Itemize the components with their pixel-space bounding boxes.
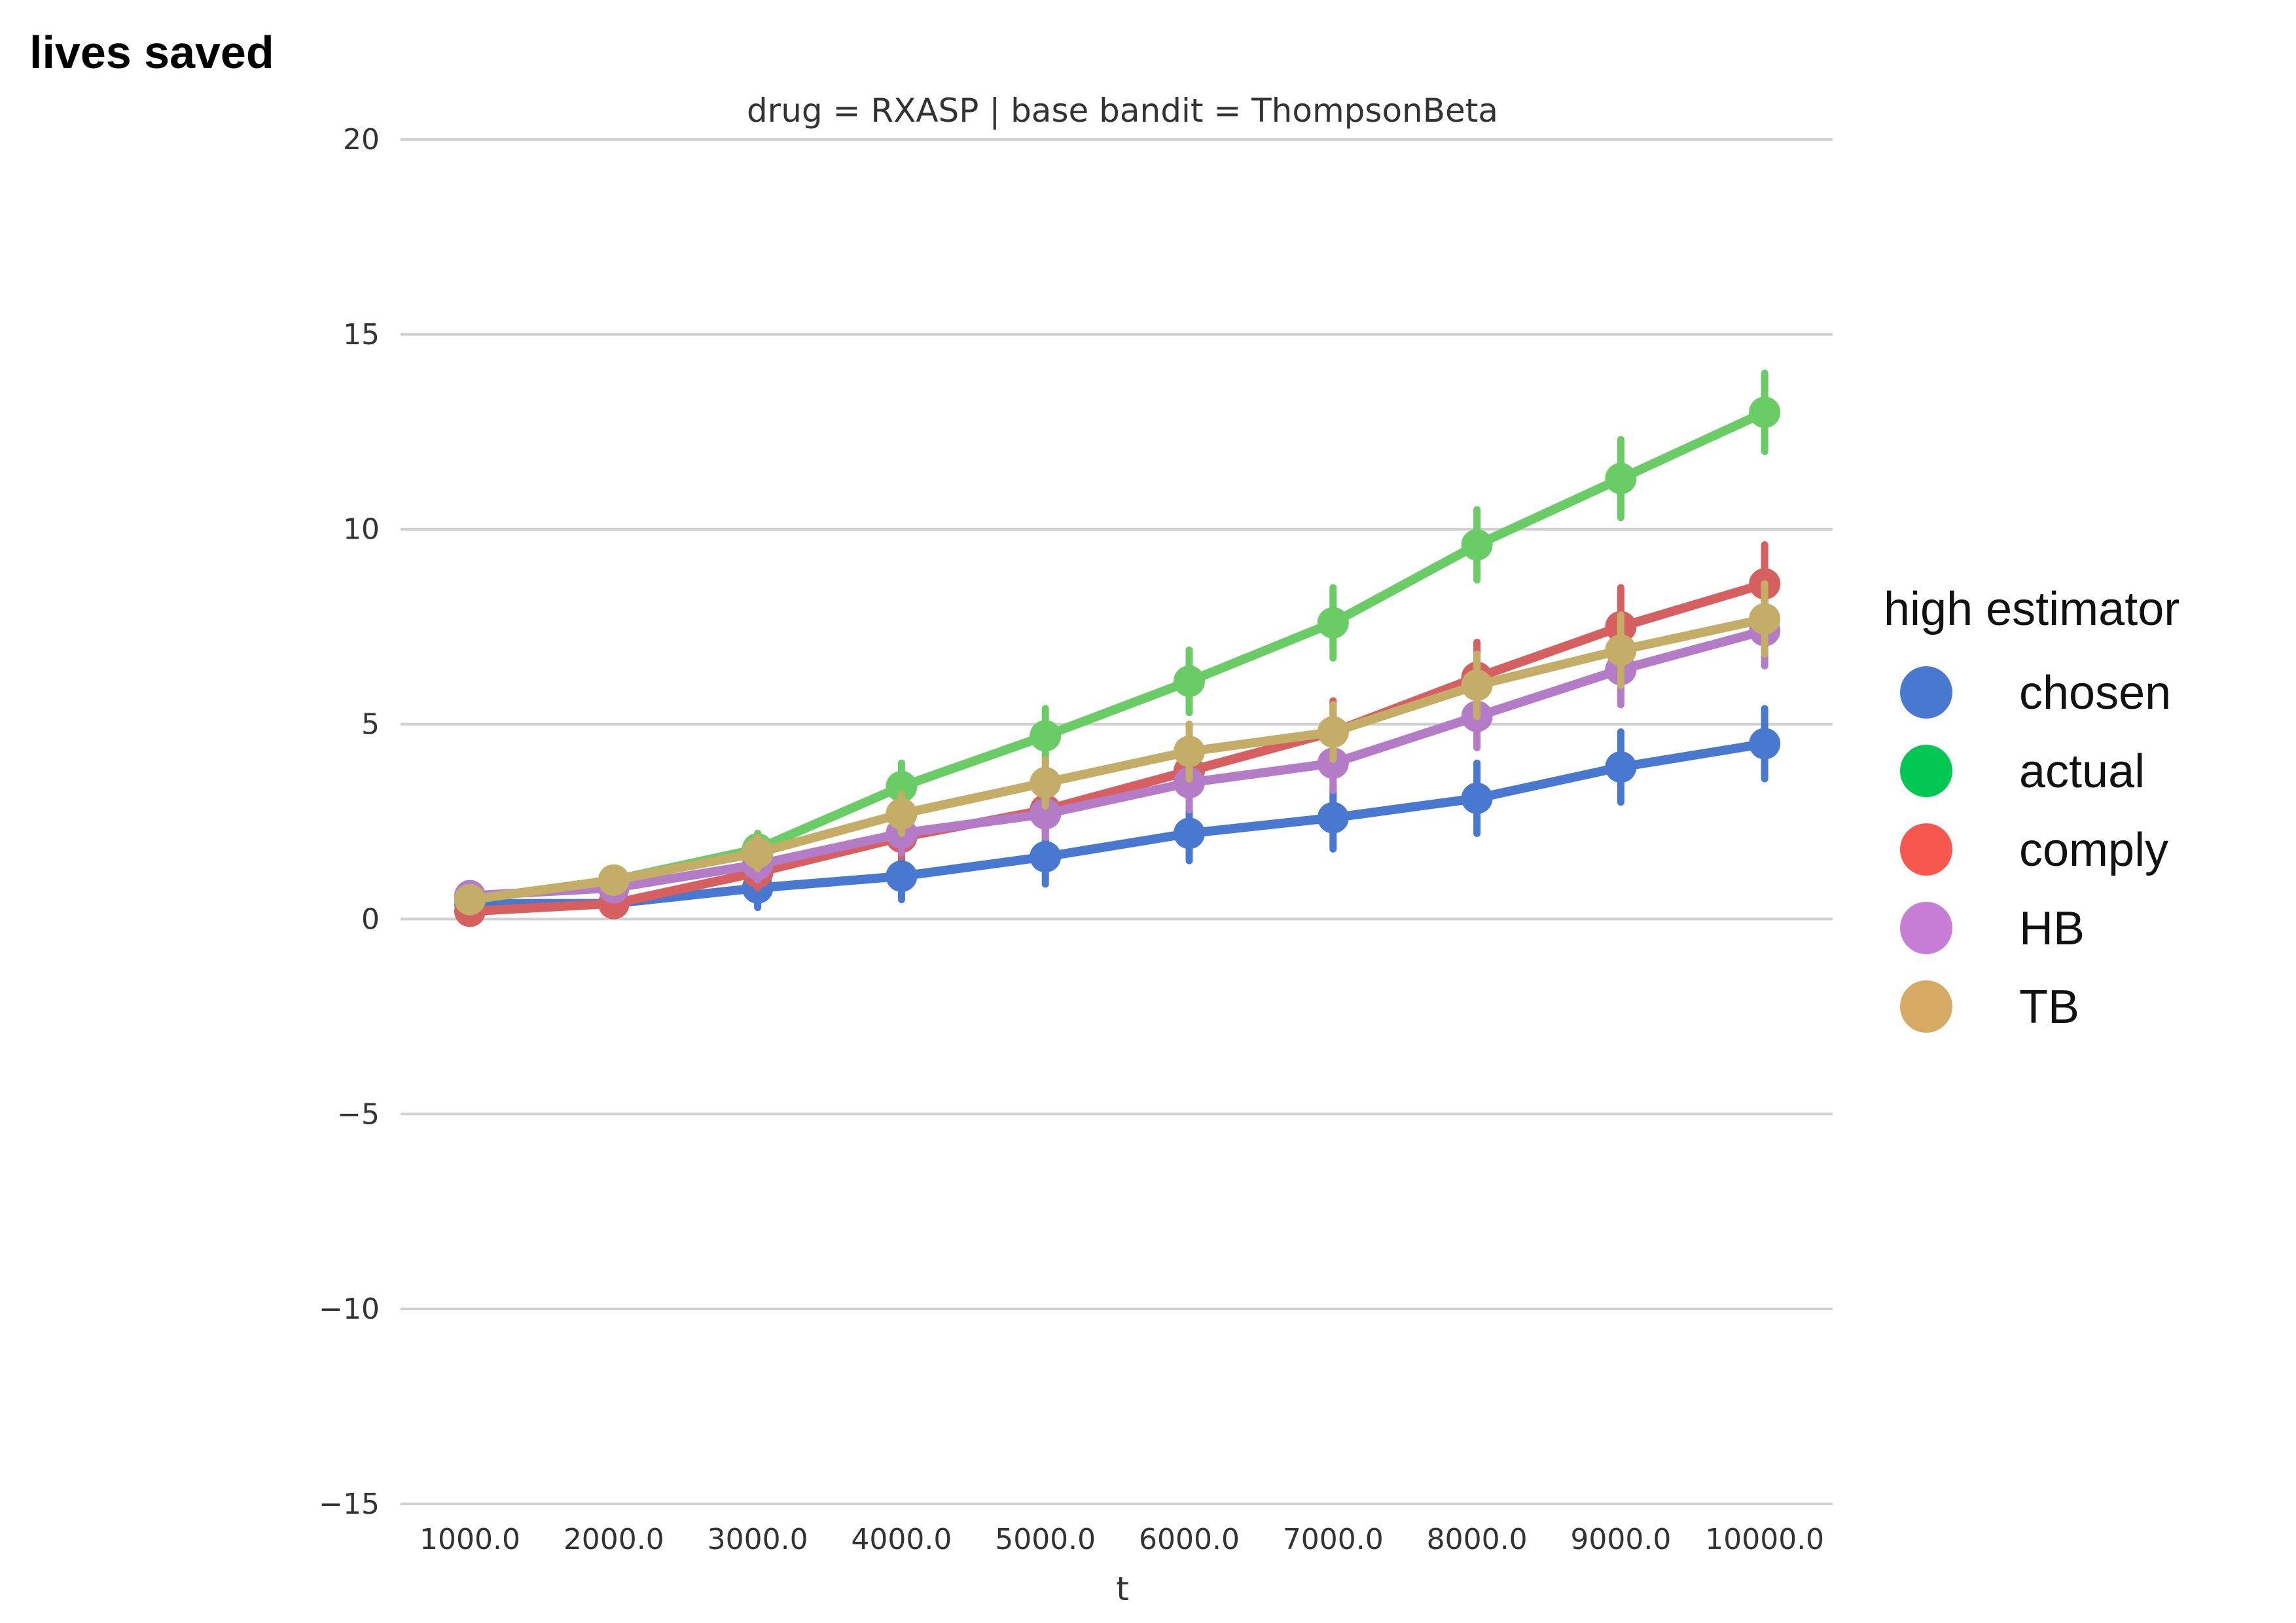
legend-marker — [1900, 823, 1952, 876]
data-point — [1030, 766, 1062, 798]
data-point — [886, 798, 918, 830]
x-tick-label: 1000.0 — [420, 1523, 520, 1556]
legend-items: chosen actual comply HB TB — [1900, 666, 2171, 1033]
y-axis-title: lives saved — [29, 27, 274, 78]
legend-label: comply — [2019, 824, 2168, 876]
x-tick-label: 2000.0 — [564, 1523, 664, 1556]
legend-marker — [1900, 902, 1952, 954]
x-axis-title: t — [1116, 1570, 1129, 1608]
legend-marker — [1900, 745, 1952, 797]
legend-label: actual — [2019, 745, 2145, 798]
data-point — [1317, 802, 1349, 834]
data-point — [1317, 716, 1349, 748]
x-tick-label: 9000.0 — [1570, 1523, 1671, 1556]
legend-item-comply: comply — [1900, 823, 2168, 876]
x-tick-label: 6000.0 — [1139, 1523, 1240, 1556]
gridlines — [401, 138, 1833, 1505]
data-point — [1174, 766, 1205, 798]
data-point — [886, 770, 918, 802]
data-point — [886, 860, 918, 892]
legend-label: TB — [2019, 981, 2079, 1033]
y-tick-label: −10 — [319, 1293, 380, 1326]
data-point — [1605, 634, 1637, 666]
y-tick-label: 0 — [361, 902, 380, 936]
series-line-HB — [465, 626, 1770, 901]
data-point — [1174, 736, 1205, 768]
data-point — [742, 837, 774, 869]
x-tick-label: 10000.0 — [1705, 1523, 1824, 1556]
legend-item-actual: actual — [1900, 745, 2145, 798]
data-point — [1461, 669, 1493, 701]
series-line-actual — [465, 408, 1770, 904]
data-point — [1317, 607, 1349, 639]
data-point — [1749, 728, 1781, 760]
series-line-TB — [465, 614, 1770, 904]
data-point — [1174, 817, 1205, 849]
legend-label: HB — [2019, 902, 2085, 955]
data-point — [1461, 782, 1493, 814]
x-tick-label: 3000.0 — [708, 1523, 808, 1556]
y-tick-label: 15 — [343, 318, 380, 351]
data-point — [1030, 720, 1062, 752]
legend-marker — [1900, 980, 1952, 1033]
data-point — [1461, 529, 1493, 561]
legend-marker — [1900, 666, 1952, 719]
x-tick-label: 5000.0 — [995, 1523, 1096, 1556]
data-point — [1605, 751, 1637, 783]
data-point — [1174, 666, 1205, 698]
legend-item-HB: HB — [1900, 902, 2085, 955]
data-point — [1317, 747, 1349, 779]
x-tick-label: 4000.0 — [851, 1523, 952, 1556]
series-chosen — [454, 705, 1781, 919]
data-point — [1030, 798, 1062, 830]
x-tick-label: 7000.0 — [1283, 1523, 1384, 1556]
y-tick-label: −5 — [337, 1097, 380, 1131]
x-tick-labels: 1000.0 2000.0 3000.0 4000.0 5000.0 6000.0 7000… — [420, 1523, 1824, 1556]
legend-item-chosen: chosen — [1900, 666, 2171, 719]
y-tick-label: −15 — [319, 1488, 380, 1521]
data-point — [1605, 463, 1637, 495]
legend-item-TB: TB — [1900, 980, 2079, 1033]
data-point — [1030, 841, 1062, 873]
legend-title: high estimator — [1884, 583, 2179, 635]
data-point — [1749, 603, 1781, 635]
legend: high estimator chosen actual comply HB TB — [1884, 583, 2179, 1033]
y-tick-label: 10 — [343, 513, 380, 546]
data-point — [1749, 397, 1781, 428]
series-TB — [454, 580, 1781, 916]
series-line-chosen — [465, 739, 1770, 908]
series-line-comply — [465, 579, 1770, 916]
legend-label: chosen — [2019, 667, 2171, 719]
series-group — [454, 369, 1781, 927]
facet-subtitle: drug = RXASP | base bandit = ThompsonBet… — [747, 92, 1498, 130]
data-point — [454, 883, 486, 916]
data-point — [598, 864, 630, 896]
y-tick-labels: −15 −10 −5 0 5 10 15 20 — [319, 123, 380, 1521]
y-tick-label: 5 — [361, 708, 380, 741]
x-tick-label: 8000.0 — [1427, 1523, 1528, 1556]
y-tick-label: 20 — [343, 123, 380, 156]
